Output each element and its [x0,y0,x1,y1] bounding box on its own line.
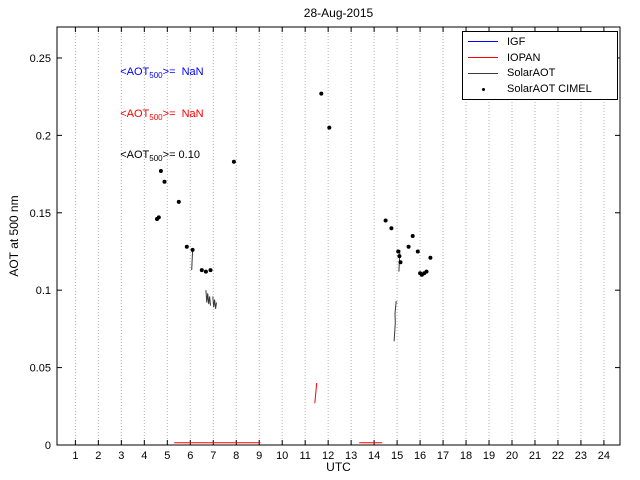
annotation-subscript: 500 [149,154,163,163]
svg-text:18: 18 [460,450,472,462]
legend-label-solaraot: SolarAOT [507,67,556,80]
legend-sample [463,87,503,91]
svg-text:0.25: 0.25 [30,53,51,65]
svg-text:0: 0 [45,440,51,452]
svg-text:7: 7 [210,450,216,462]
figure-title: 28-Aug-2015 [303,6,374,20]
svg-text:9: 9 [256,450,262,462]
svg-text:10: 10 [276,450,288,462]
svg-text:20: 20 [506,450,518,462]
svg-text:19: 19 [483,450,495,462]
annotation-text: <AOT [120,108,150,120]
iopan-line-sample [468,57,498,59]
legend-sample [463,72,503,74]
svg-text:2: 2 [95,450,101,462]
annotation-text: <AOT [120,149,150,161]
svg-text:3: 3 [118,450,124,462]
legend-sample [463,57,503,59]
legend-item-solaraot-cimel: SolarAOT CIMEL [463,82,617,97]
annotation-text: <AOT [120,66,150,78]
svg-text:22: 22 [552,450,564,462]
mean-aot-annotation-igf: <AOT500>= NaN [108,54,204,90]
solaraot-line-sample [468,72,498,74]
legend-label-igf: IGF [507,35,526,48]
svg-text:14: 14 [368,450,380,462]
annotation-text: >= NaN [162,66,204,78]
svg-text:8: 8 [233,450,239,462]
svg-text:1: 1 [72,450,78,462]
svg-text:17: 17 [437,450,449,462]
x-axis-label: UTC [326,460,351,474]
annotation-text: >= NaN [162,108,204,120]
igf-line-sample [468,41,498,43]
svg-text:11: 11 [299,450,310,462]
annotation-text: >= 0.10 [162,149,200,161]
svg-text:5: 5 [164,450,170,462]
legend-item-igf: IGF [463,34,617,49]
cimel-dot-sample [481,87,485,91]
legend-sample [463,41,503,43]
legend: IGF IOPAN SolarAOT SolarAOT CIMEL [462,31,618,100]
legend-label-solaraot-cimel: SolarAOT CIMEL [507,83,592,96]
svg-text:12: 12 [322,450,334,462]
svg-text:24: 24 [598,450,610,462]
svg-text:21: 21 [529,450,541,462]
svg-text:4: 4 [141,450,147,462]
mean-aot-annotation-iopan: <AOT500>= NaN [108,96,204,132]
mean-aot-annotation-solaraot: <AOT500>= 0.10 [108,137,200,173]
y-axis-label: AOT at 500 nm [7,195,21,277]
svg-text:0.15: 0.15 [30,208,51,220]
legend-item-solaraot: SolarAOT [463,66,617,81]
legend-item-iopan: IOPAN [463,50,617,65]
svg-text:0.2: 0.2 [36,130,51,142]
annotation-subscript: 500 [149,113,163,122]
annotation-subscript: 500 [149,71,163,80]
svg-text:0.1: 0.1 [36,285,51,297]
svg-text:13: 13 [345,450,357,462]
svg-text:6: 6 [187,450,193,462]
svg-text:15: 15 [391,450,403,462]
svg-text:23: 23 [575,450,587,462]
svg-text:0.05: 0.05 [30,363,51,375]
svg-text:16: 16 [414,450,426,462]
legend-label-iopan: IOPAN [507,51,541,64]
